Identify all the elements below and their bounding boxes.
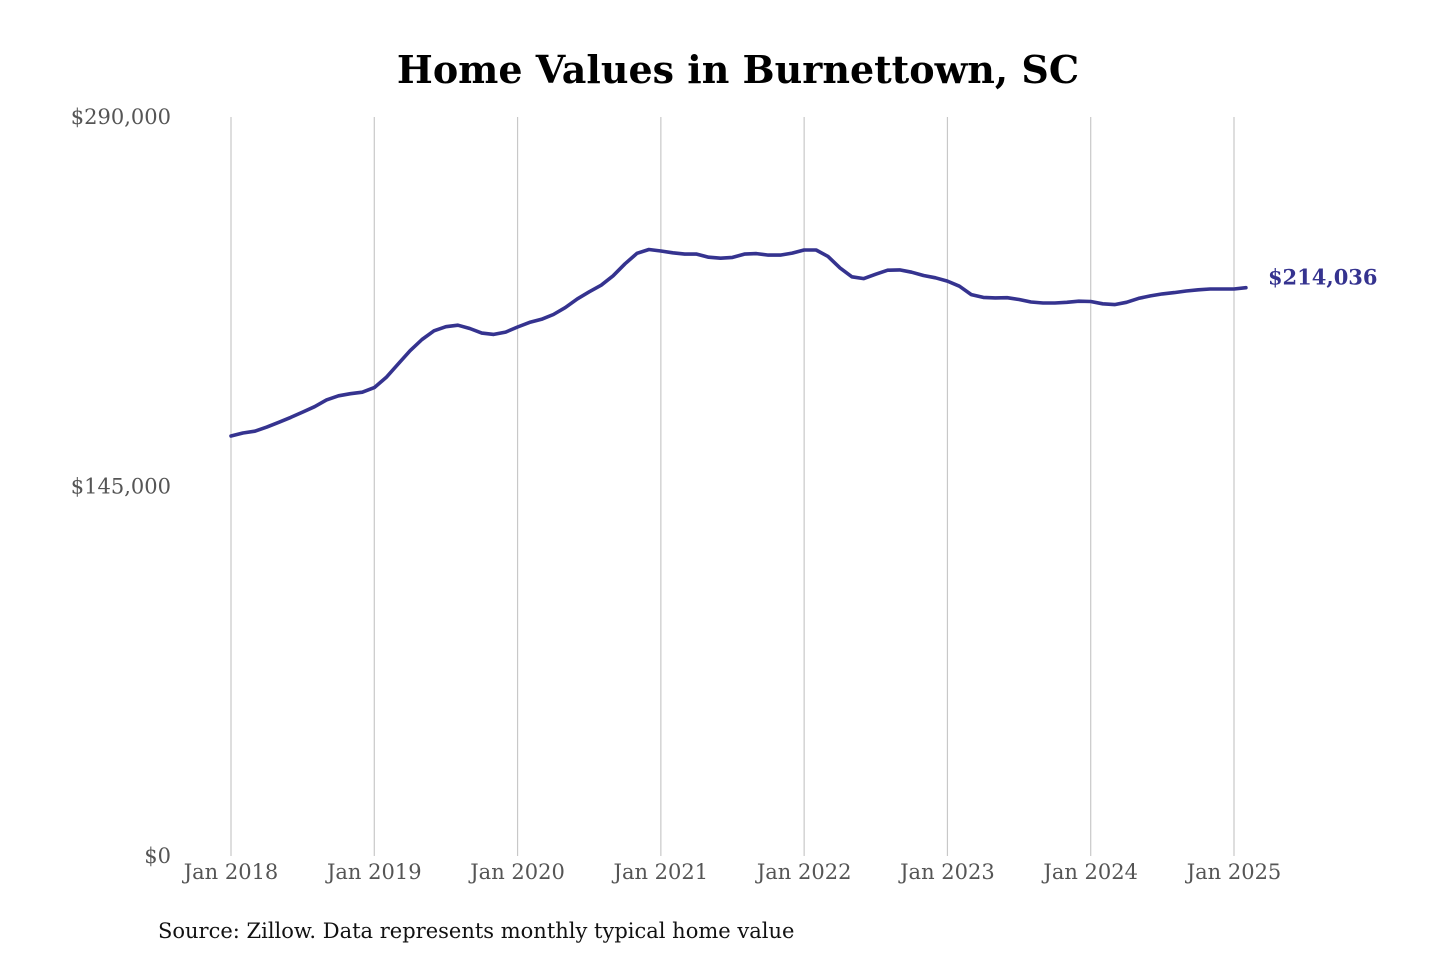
y-tick-label: $145,000 bbox=[71, 475, 171, 499]
x-tick-label: Jan 2021 bbox=[612, 860, 709, 884]
y-axis-ticks: $0 $145,000 $290,000 bbox=[71, 105, 171, 868]
series-layer bbox=[229, 247, 1248, 438]
x-axis-ticks: Jan 2018 Jan 2019 Jan 2020 Jan 2021 Jan 2022… bbox=[182, 860, 1282, 884]
x-tick-label: Jan 2022 bbox=[755, 860, 852, 884]
x-tick-label: Jan 2024 bbox=[1041, 860, 1138, 884]
x-tick-label: Jan 2025 bbox=[1185, 860, 1282, 884]
y-tick-label: $290,000 bbox=[71, 105, 171, 129]
series-line bbox=[229, 247, 1248, 438]
y-tick-label: $0 bbox=[144, 844, 171, 868]
source-note: Source: Zillow. Data represents monthly … bbox=[158, 919, 794, 943]
x-tick-label: Jan 2020 bbox=[468, 860, 565, 884]
x-tick-label: Jan 2019 bbox=[325, 860, 422, 884]
x-tick-label: Jan 2018 bbox=[182, 860, 279, 884]
x-tick-label: Jan 2023 bbox=[898, 860, 995, 884]
annotations: $214,036 bbox=[1268, 265, 1378, 290]
end-value-label: $214,036 bbox=[1268, 265, 1378, 290]
chart-title: Home Values in Burnettown, SC bbox=[397, 47, 1079, 92]
gridlines bbox=[230, 117, 1235, 856]
